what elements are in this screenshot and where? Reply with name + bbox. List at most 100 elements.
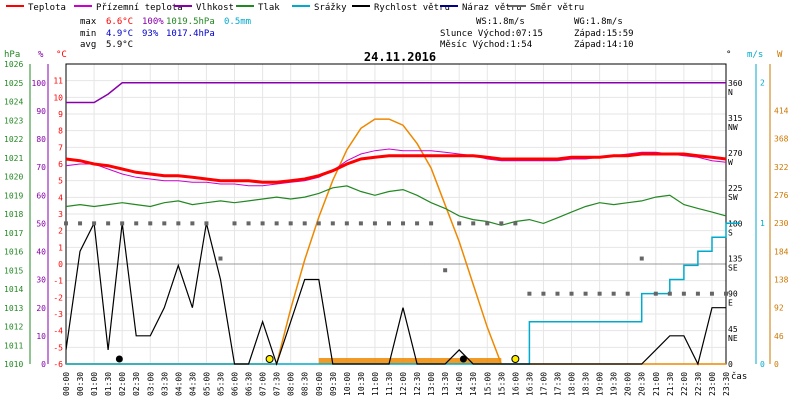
percent-tick-label: 100 [32,79,47,88]
x-tick-label: 18:00 [568,372,577,396]
stats-block: max 6.6°C 100% 1019.5hPa 0.5mm min 4.9°C… [80,17,251,50]
moon-marker-icon [459,355,467,363]
hpa-tick-label: 1022 [4,135,23,144]
wind-direction-point [555,291,560,296]
x-tick-label: 01:00 [90,372,99,396]
legend-label: Přízemní teplota [96,3,183,13]
series-solar-fill [318,358,502,364]
x-tick-label: 07:00 [259,372,268,396]
wind-direction-point [204,221,209,226]
celsius-tick-label: 1 [58,243,63,252]
x-tick-label: 06:00 [231,372,240,396]
celsius-tick-label: 11 [53,77,63,86]
stat-max-hum: 100% [142,17,164,27]
compass-tick-label: E [728,299,733,308]
wind-direction-point [724,291,728,296]
x-tick-label: 11:00 [371,372,380,396]
stat-min-temp: 4.9°C [106,29,133,39]
hpa-tick-label: 1010 [4,360,23,369]
x-tick-label: 04:30 [188,372,197,396]
wind-direction-point [709,291,714,296]
legend-label: Náraz větru [462,3,522,13]
celsius-tick-label: 5 [58,177,63,186]
wind-direction-point [134,221,139,226]
x-tick-label: 03:30 [160,372,169,396]
wind-direction-point [302,221,307,226]
stat-max-rain: 0.5mm [224,17,251,27]
degree-tick-label: 0 [728,360,733,369]
x-tick-label: 04:00 [174,372,183,396]
hpa-tick-label: 1013 [4,304,23,313]
wind-direction-point [372,221,377,226]
x-tick-label: 20:30 [638,372,647,396]
x-tick-label: 00:00 [62,372,71,396]
x-tick-label: 21:00 [652,372,661,396]
x-tick-label: 21:30 [666,372,675,396]
hpa-tick-label: 1016 [4,248,23,257]
degree-tick-label: 315 [728,114,743,123]
ms-tick-label: 2 [760,78,765,87]
percent-tick-label: 80 [36,135,46,144]
x-tick-label: 16:00 [511,372,520,396]
wind-direction-point [148,221,153,226]
compass-tick-label: SW [728,193,738,202]
celsius-tick-label: 4 [58,193,63,202]
wind-direction-point [457,221,462,226]
axis-label-time: čas [731,371,747,382]
wind-direction-point [106,221,111,226]
x-tick-label: 15:00 [483,372,492,396]
celsius-tick-label: -4 [53,327,63,336]
legend: Teplota Přízemní teplota Vlhkost Tlak Srážky… [6,3,584,13]
sun-marker-icon [511,355,520,363]
moon-rise: Měsíc Východ:1:54 [440,40,532,50]
ms-tick-label: 1 [760,219,765,228]
x-tick-label: 18:30 [582,372,591,396]
sun-moon-block: WS:1.8m/s WG:1.8m/s Slunce Východ:07:15 … [440,17,634,50]
watts-tick-label: 276 [774,191,789,200]
wind-direction-point [653,291,658,296]
wind-direction-point [429,221,434,226]
watts-tick-label: 184 [774,247,789,256]
watts-tick-label: 368 [774,135,789,144]
hpa-tick-label: 1012 [4,323,23,332]
x-tick-label: 14:30 [469,372,478,396]
watts-tick-label: 138 [774,276,789,285]
x-tick-label: 17:30 [553,372,562,396]
x-tick-label: 22:00 [680,372,689,396]
wind-direction-point [625,291,630,296]
stat-max-temp: 6.6°C [106,17,133,27]
celsius-tick-label: -3 [53,310,63,319]
celsius-tick-label: -5 [53,343,63,352]
wind-direction-point [162,221,167,226]
plot-area [64,82,740,366]
wind-direction-point [344,221,349,226]
x-tick-label: 00:30 [76,372,85,396]
compass-tick-label: NE [728,334,738,343]
x-tick-label: 19:30 [610,372,619,396]
percent-tick-label: 40 [36,248,46,257]
watts-tick-label: 230 [774,219,789,228]
hpa-tick-label: 1018 [4,210,23,219]
stat-min-hum: 93% [142,29,159,39]
watts-tick-label: 92 [774,304,784,313]
degree-tick-label: 360 [728,79,743,88]
x-tick-label: 06:30 [245,372,254,396]
legend-label: Směr větru [530,3,584,13]
x-tick-label: 01:30 [104,372,113,396]
wind-direction-point [120,221,125,226]
sun-marker-icon [265,355,274,363]
degree-tick-label: 225 [728,184,743,193]
series-rain-line [66,222,740,365]
wind-direction-point [681,291,686,296]
wind-direction-point [260,221,265,226]
legend-label: Srážky [314,3,347,13]
wind-direction-point [218,256,223,261]
x-tick-label: 05:00 [202,372,211,396]
moon-set: Západ:14:10 [574,40,634,50]
celsius-tick-label: -1 [53,277,63,286]
grid [29,63,771,365]
stat-max-label: max [80,17,97,27]
x-tick-label: 23:30 [722,372,731,396]
celsius-tick-label: 3 [58,210,63,219]
